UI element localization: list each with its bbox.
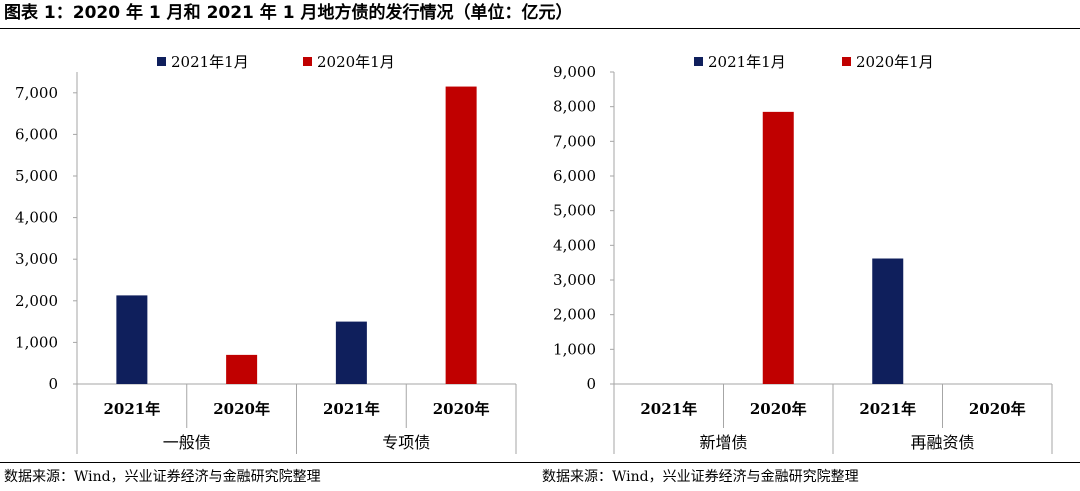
legend-swatch xyxy=(694,57,703,66)
x-category-label: 2020年 xyxy=(969,400,1026,418)
x-group-label: 专项债 xyxy=(382,433,430,452)
y-tick-label: 5,000 xyxy=(553,202,596,220)
x-category-label: 2021年 xyxy=(640,400,697,418)
legend-label: 2020年1月 xyxy=(856,53,934,71)
legend-swatch xyxy=(303,57,312,66)
legend-label: 2021年1月 xyxy=(171,53,249,71)
x-category-label: 2020年 xyxy=(433,400,490,418)
y-tick-label: 4,000 xyxy=(553,236,596,254)
x-category-label: 2021年 xyxy=(859,400,916,418)
y-tick-label: 3,000 xyxy=(553,271,596,289)
x-category-label: 2020年 xyxy=(213,400,270,418)
y-tick-label: 4,000 xyxy=(15,209,58,227)
y-tick-label: 2,000 xyxy=(553,306,596,324)
bar-2020-4 xyxy=(445,86,477,384)
y-tick-label: 9,000 xyxy=(553,63,596,81)
bar-2020-2 xyxy=(762,111,794,384)
chart-title: 图表 1：2020 年 1 月和 2021 年 1 月地方债的发行情况（单位：亿… xyxy=(4,3,573,23)
x-category-label: 2020年 xyxy=(750,400,807,418)
y-tick-label: 6,000 xyxy=(15,125,58,143)
legend-label: 2020年1月 xyxy=(317,53,395,71)
x-group-label: 再融资债 xyxy=(910,433,974,452)
chart-panel-2: 0 1,000 2,000 3,000 4,000 5,000 6,000 7,000 8,00… xyxy=(553,53,1053,454)
y-tick-label: 3,000 xyxy=(15,250,58,268)
y-tick-label: 5,000 xyxy=(15,167,58,185)
y-tick-label: 2,000 xyxy=(15,292,58,310)
legend-swatch xyxy=(842,57,851,66)
x-group-label: 新增债 xyxy=(699,433,747,452)
y-tick-label: 7,000 xyxy=(15,84,58,102)
bar-2021-1 xyxy=(116,295,148,384)
footer-divider xyxy=(0,462,1080,463)
bar-2021-3 xyxy=(872,258,904,384)
chart-panel-1: 0 1,000 2,000 3,000 4,000 5,000 6,000 7,000 2021… xyxy=(15,53,517,454)
y-tick-label: 6,000 xyxy=(553,167,596,185)
bar-2020-2 xyxy=(226,354,258,384)
legend-swatch xyxy=(157,57,166,66)
x-group-label: 一般债 xyxy=(163,433,211,452)
title-divider xyxy=(0,28,1080,29)
source-note-left: 数据来源：Wind，兴业证券经济与金融研究院整理 xyxy=(4,469,321,485)
y-tick-label: 0 xyxy=(586,375,596,393)
legend-label: 2021年1月 xyxy=(708,53,786,71)
y-tick-label: 1,000 xyxy=(15,333,58,351)
x-category-label: 2021年 xyxy=(104,400,161,418)
source-note-right: 数据来源：Wind，兴业证券经济与金融研究院整理 xyxy=(542,469,859,485)
y-tick-label: 0 xyxy=(48,375,58,393)
bar-2021-3 xyxy=(335,321,367,384)
x-category-label: 2021年 xyxy=(323,400,380,418)
y-tick-label: 1,000 xyxy=(553,340,596,358)
y-tick-label: 8,000 xyxy=(553,98,596,116)
y-tick-label: 7,000 xyxy=(553,132,596,150)
